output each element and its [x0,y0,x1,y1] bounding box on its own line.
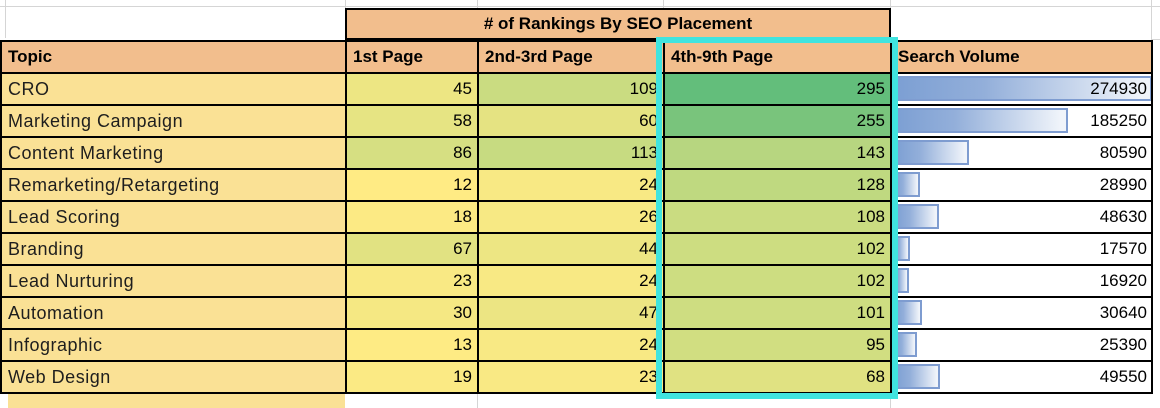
cell-search-volume[interactable]: 48630 [892,202,1153,234]
cell-search-volume[interactable]: 16920 [892,266,1153,298]
cell-search-volume[interactable]: 80590 [892,138,1153,170]
cell-fourth-ninth-page[interactable]: 102 [665,266,892,298]
search-volume-value: 274930 [1090,79,1147,98]
search-volume-value: 28990 [1099,175,1147,194]
data-bar [893,172,921,197]
table-title-cell[interactable]: # of Rankings By SEO Placement [345,8,891,40]
column-header-first-page[interactable]: 1st Page [347,42,479,74]
data-bar [893,108,1068,133]
search-volume-value: 17570 [1099,239,1147,258]
gridline [890,0,891,8]
cell-search-volume[interactable]: 25390 [892,330,1153,362]
search-volume-value: 80590 [1099,143,1147,162]
data-bar [893,140,969,165]
cell-first-page[interactable]: 23 [347,266,479,298]
cell-first-page[interactable]: 30 [347,298,479,330]
cell-search-volume[interactable]: 17570 [892,234,1153,266]
column-header-second-third-page[interactable]: 2nd-3rd Page [479,42,665,74]
cell-second-third-page[interactable]: 24 [479,330,665,362]
cell-fourth-ninth-page[interactable]: 295 [665,74,892,106]
cell-second-third-page[interactable]: 26 [479,202,665,234]
search-volume-value: 16920 [1099,271,1147,290]
cell-topic[interactable]: Marketing Campaign [2,106,347,138]
data-bar [893,364,940,389]
cell-search-volume[interactable]: 274930 [892,74,1153,106]
cell-fourth-ninth-page[interactable]: 108 [665,202,892,234]
cell-topic[interactable]: Content Marketing [2,138,347,170]
cell-first-page[interactable]: 18 [347,202,479,234]
data-bar [893,268,909,293]
cell-second-third-page[interactable]: 113 [479,138,665,170]
cell-second-third-page[interactable]: 24 [479,266,665,298]
cell-first-page[interactable]: 86 [347,138,479,170]
gridline [5,0,6,38]
gridline [663,0,664,8]
gridline [0,6,1160,7]
cell-first-page[interactable]: 12 [347,170,479,202]
search-volume-value: 185250 [1090,111,1147,130]
cell-second-third-page[interactable]: 109 [479,74,665,106]
data-bar [893,332,917,357]
cell-search-volume[interactable]: 30640 [892,298,1153,330]
column-header-topic[interactable]: Topic [2,42,347,74]
cell-fourth-ninth-page[interactable]: 128 [665,170,892,202]
cell-first-page[interactable]: 19 [347,362,479,394]
data-bar [893,236,910,261]
search-volume-value: 30640 [1099,303,1147,322]
cell-topic[interactable]: Lead Nurturing [2,266,347,298]
cell-topic[interactable]: Branding [2,234,347,266]
search-volume-value: 48630 [1099,207,1147,226]
gridline [1151,39,1160,40]
search-volume-value: 49550 [1099,367,1147,386]
cell-search-volume[interactable]: 28990 [892,170,1153,202]
cell-second-third-page[interactable]: 60 [479,106,665,138]
cell-second-third-page[interactable]: 24 [479,170,665,202]
cell-topic[interactable]: CRO [2,74,347,106]
gridline [1151,0,1152,40]
column-header-fourth-ninth-page[interactable]: 4th-9th Page [665,42,892,74]
cell-first-page[interactable]: 67 [347,234,479,266]
gridline [477,393,478,408]
partial-cell-fill[interactable] [8,394,345,408]
cell-topic[interactable]: Lead Scoring [2,202,347,234]
cell-topic[interactable]: Remarketing/Retargeting [2,170,347,202]
cell-fourth-ninth-page[interactable]: 95 [665,330,892,362]
cell-fourth-ninth-page[interactable]: 255 [665,106,892,138]
cell-second-third-page[interactable]: 47 [479,298,665,330]
gridline [345,0,346,8]
cell-fourth-ninth-page[interactable]: 101 [665,298,892,330]
cell-topic[interactable]: Web Design [2,362,347,394]
data-bar [893,300,922,325]
cell-fourth-ninth-page[interactable]: 102 [665,234,892,266]
gridline [890,393,891,408]
cell-topic[interactable]: Automation [2,298,347,330]
cell-first-page[interactable]: 45 [347,74,479,106]
cell-search-volume[interactable]: 185250 [892,106,1153,138]
cell-second-third-page[interactable]: 44 [479,234,665,266]
cell-first-page[interactable]: 58 [347,106,479,138]
cell-second-third-page[interactable]: 23 [479,362,665,394]
cell-topic[interactable]: Infographic [2,330,347,362]
cell-fourth-ninth-page[interactable]: 143 [665,138,892,170]
cell-first-page[interactable]: 13 [347,330,479,362]
gridline [477,0,478,8]
search-volume-value: 25390 [1099,335,1147,354]
data-table: Topic 1st Page 2nd-3rd Page 4th-9th Page… [0,40,1153,394]
column-header-search-volume[interactable]: Search Volume [892,42,1153,74]
data-bar [893,204,939,229]
cell-search-volume[interactable]: 49550 [892,362,1153,394]
cell-fourth-ninth-page[interactable]: 68 [665,362,892,394]
